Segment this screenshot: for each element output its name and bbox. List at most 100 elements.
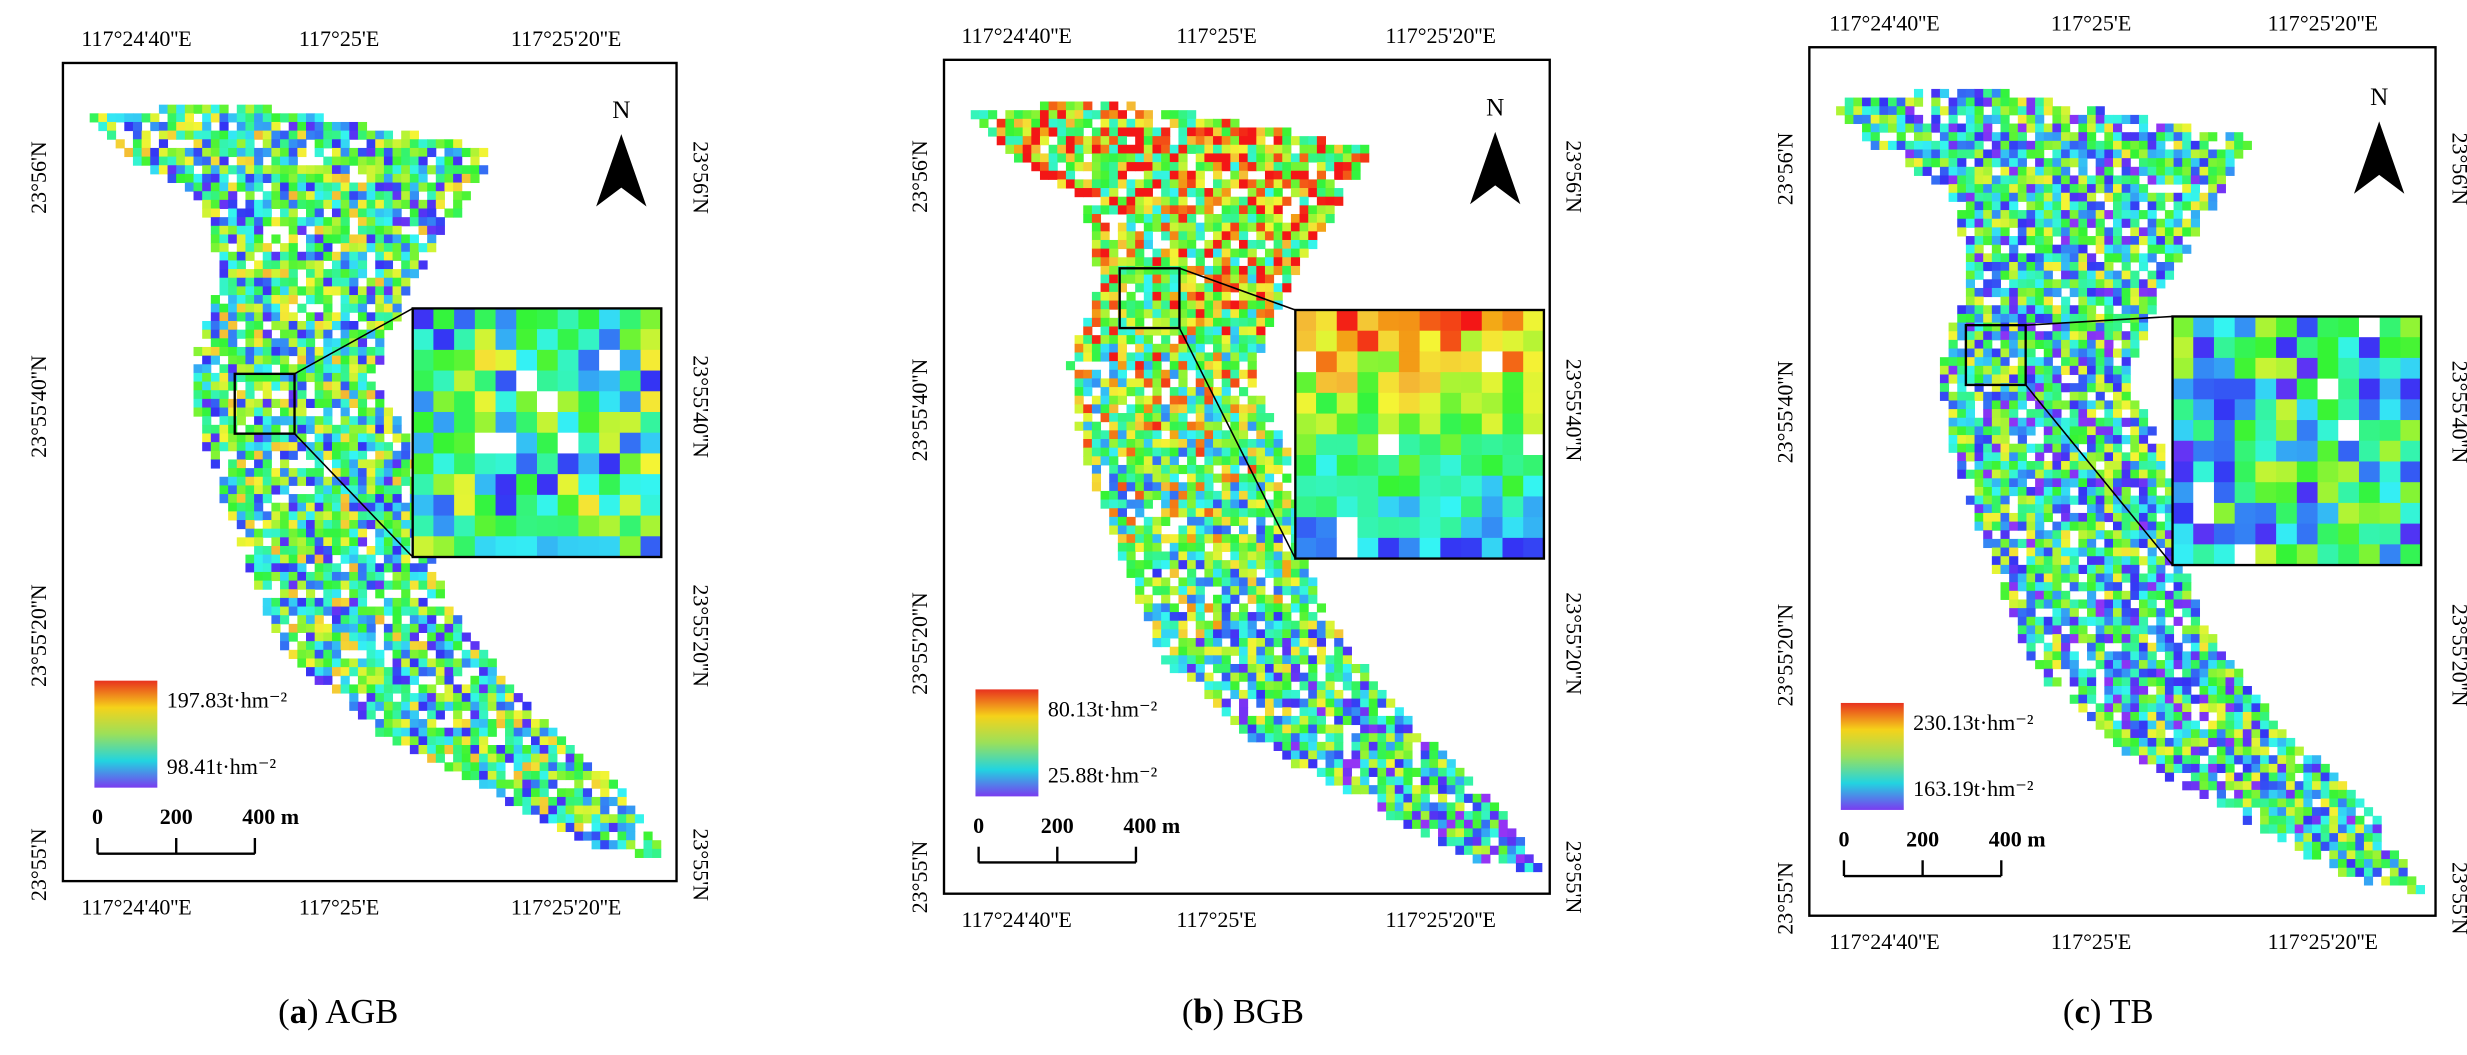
- map-pixel: [2138, 279, 2149, 289]
- map-pixel: [1178, 663, 1188, 674]
- map-pixel: [513, 719, 523, 729]
- map-pixel: [453, 173, 463, 184]
- map-pixel: [1247, 542, 1257, 552]
- map-pixel: [1100, 430, 1110, 440]
- map-pixel: [1239, 577, 1249, 587]
- map-pixel: [453, 632, 463, 642]
- top-tick-label: 117°24'40''E: [81, 26, 191, 51]
- map-pixel: [392, 554, 402, 564]
- map-pixel: [158, 121, 169, 132]
- map-pixel: [1412, 785, 1422, 795]
- map-pixel: [219, 277, 229, 287]
- map-pixel: [2216, 166, 2226, 176]
- inset-pixel: [536, 494, 559, 517]
- map-pixel: [2000, 409, 2010, 419]
- map-pixel: [1256, 655, 1266, 665]
- map-pixel: [1403, 776, 1413, 786]
- map-pixel: [1204, 551, 1214, 561]
- map-pixel: [1195, 438, 1205, 449]
- inset-pixel: [412, 432, 434, 454]
- map-pixel: [1983, 461, 1993, 471]
- map-pixel: [1420, 793, 1430, 803]
- inset-pixel: [474, 370, 497, 392]
- map-pixel: [1247, 568, 1257, 578]
- inset-pixel: [1440, 475, 1462, 497]
- map-pixel: [427, 623, 437, 633]
- map-pixel: [254, 554, 264, 564]
- map-pixel: [1109, 188, 1119, 198]
- map-pixel: [2052, 184, 2062, 194]
- map-pixel: [2104, 313, 2114, 324]
- map-pixel: [1282, 586, 1292, 596]
- map-pixel: [2130, 132, 2140, 142]
- map-pixel: [505, 796, 515, 807]
- inset-pixel: [1502, 475, 1524, 497]
- map-pixel: [314, 398, 324, 409]
- map-pixel: [349, 693, 359, 703]
- map-pixel: [1022, 110, 1032, 120]
- map-pixel: [236, 494, 246, 504]
- map-pixel: [1083, 335, 1093, 345]
- map-pixel: [2087, 452, 2097, 462]
- map-pixel: [193, 139, 203, 149]
- map-pixel: [331, 260, 342, 270]
- map-pixel: [1264, 473, 1275, 483]
- map-pixel: [383, 182, 394, 192]
- map-pixel: [202, 139, 212, 149]
- map-pixel: [357, 165, 368, 175]
- map-pixel: [1204, 248, 1214, 258]
- map-pixel: [1022, 144, 1032, 154]
- map-pixel: [254, 295, 264, 305]
- map-pixel: [1939, 166, 1950, 176]
- map-pixel: [288, 563, 298, 573]
- inset-pixel: [557, 329, 579, 351]
- map-pixel: [1161, 551, 1171, 561]
- map-pixel: [1187, 473, 1197, 483]
- map-pixel: [1351, 733, 1361, 743]
- inset-pixel: [1481, 372, 1503, 394]
- map-pixel: [1213, 369, 1223, 379]
- map-pixel: [366, 667, 376, 677]
- map-pixel: [375, 520, 385, 530]
- map-pixel: [401, 667, 411, 677]
- map-pixel: [202, 424, 212, 434]
- map-pixel: [1195, 612, 1205, 622]
- map-pixel: [375, 545, 385, 556]
- map-pixel: [210, 104, 220, 114]
- map-pixel: [1187, 326, 1197, 336]
- map-pixel: [2104, 504, 2114, 514]
- map-pixel: [2112, 322, 2123, 332]
- map-pixel: [479, 719, 489, 729]
- map-pixel: [383, 191, 394, 201]
- inset-pixel: [1461, 454, 1483, 477]
- map-pixel: [1247, 464, 1257, 475]
- map-pixel: [2061, 504, 2071, 514]
- map-pixel: [1290, 603, 1301, 613]
- map-pixel: [496, 710, 506, 720]
- map-pixel: [262, 260, 272, 270]
- map-pixel: [1221, 118, 1231, 128]
- map-pixel: [306, 269, 316, 279]
- inset-pixel: [1316, 392, 1338, 415]
- map-pixel: [2087, 270, 2097, 280]
- map-pixel: [1264, 413, 1275, 423]
- map-pixel: [1143, 525, 1153, 535]
- map-pixel: [2078, 305, 2088, 315]
- map-pixel: [409, 208, 419, 218]
- map-pixel: [634, 814, 644, 824]
- map-pixel: [1264, 638, 1275, 648]
- map-pixel: [306, 537, 316, 547]
- inset-pixel: [1378, 434, 1400, 456]
- map-pixel: [401, 649, 411, 659]
- map-pixel: [2156, 244, 2166, 254]
- map-pixel: [280, 156, 290, 166]
- map-pixel: [2087, 184, 2097, 194]
- map-pixel: [1290, 741, 1301, 751]
- map-pixel: [2138, 435, 2149, 445]
- map-pixel: [245, 390, 255, 400]
- map-pixel: [1290, 672, 1301, 682]
- map-pixel: [349, 528, 359, 538]
- map-pixel: [1195, 300, 1205, 310]
- map-pixel: [280, 485, 290, 495]
- map-pixel: [297, 528, 307, 538]
